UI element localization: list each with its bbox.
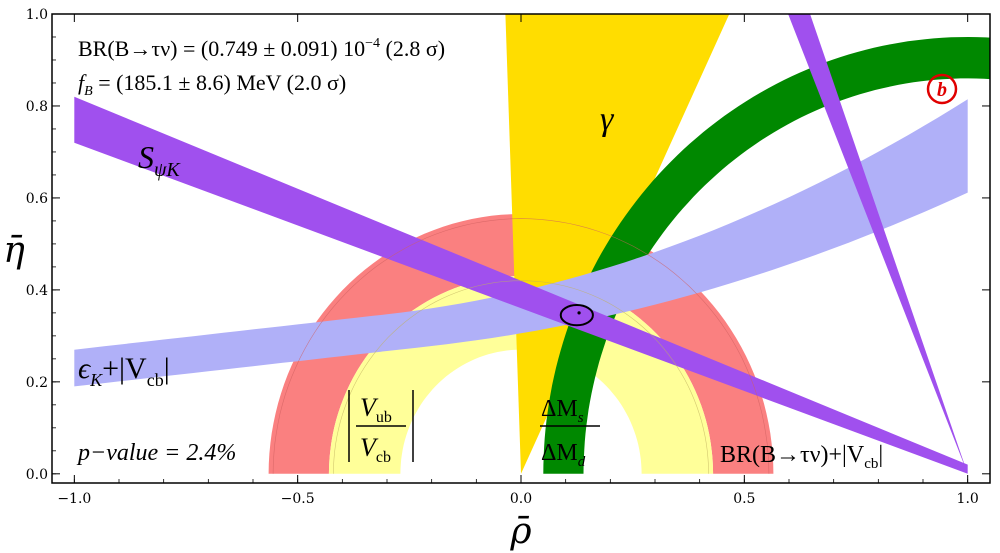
vub-vcb-label: Vub Vcb — [348, 390, 414, 466]
dms-dmd-label: ΔMs ΔMd — [540, 396, 600, 470]
x-tick-label: 1.0 — [957, 491, 979, 507]
vub-outline — [272, 218, 770, 474]
y-tick-label: 0.2 — [26, 375, 48, 391]
x-tick-label: −1.0 — [57, 491, 91, 507]
y-tick-label: 0.6 — [26, 191, 48, 207]
dms-dmd-band — [543, 37, 990, 474]
y-tick-label: 0.0 — [26, 467, 48, 483]
vub-inner-outline — [333, 280, 709, 474]
svg-text:ΔMs: ΔMs — [541, 396, 584, 426]
y-tick-label: 1.0 — [26, 7, 48, 23]
spsik-label: SψK — [138, 139, 181, 181]
y-tick-label: 0.4 — [26, 283, 48, 299]
svg-text:Vub: Vub — [360, 393, 392, 426]
fb-annotation: fB = (185.1 ± 8.6) MeV (2.0 σ) — [78, 70, 346, 99]
x-tick-label: −0.5 — [281, 491, 315, 507]
x-axis-label: ρ̄ — [509, 511, 531, 552]
epsk-band — [74, 99, 968, 387]
svg-text:ΔMd: ΔMd — [541, 440, 586, 470]
y-tick-label: 0.8 — [26, 99, 48, 115]
gamma-label: γ — [600, 101, 615, 138]
spsik-band — [74, 96, 968, 474]
br-tau-label: BR(B→τν)+|Vcb| — [720, 442, 883, 472]
fit-point — [577, 311, 581, 315]
br-tau-band — [788, 14, 968, 474]
p-value-label: p−value = 2.4% — [76, 440, 236, 466]
constraint-regions — [74, 14, 990, 474]
svg-text:Vcb: Vcb — [360, 433, 391, 466]
y-axis-label: η̄ — [3, 230, 25, 271]
svg-text:b: b — [937, 79, 947, 101]
x-tick-label: 0.5 — [733, 491, 755, 507]
fit-ellipse — [559, 304, 594, 327]
x-axis-ticks: −1.0 −0.5 0.0 0.5 1.0 — [57, 14, 979, 507]
br-annotation: BR(B→τν) = (0.749 ± 0.091) 10−4 (2.8 σ) — [78, 36, 445, 61]
panel-label: b — [926, 73, 958, 105]
epsk-label: ϵK+|Vcb| — [78, 352, 170, 390]
y-axis-ticks: 0.0 0.2 0.4 0.6 0.8 1.0 — [26, 7, 990, 483]
x-tick-label: 0.0 — [510, 491, 532, 507]
